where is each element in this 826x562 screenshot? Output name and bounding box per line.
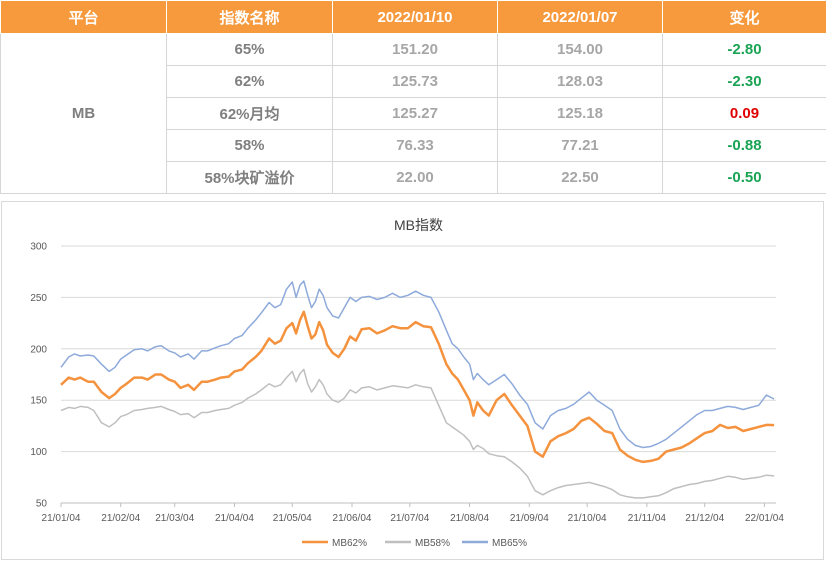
x-tick-label: 21/04/04 bbox=[215, 513, 254, 524]
change-cell: 0.09 bbox=[662, 97, 826, 130]
header-date-1: 2022/01/10 bbox=[332, 0, 498, 34]
index-name-cell: 58%块矿溢价 bbox=[166, 161, 333, 194]
chart-panel: MB指数 50 100 150 200 250 300 21/01/04 21/02/04 21/… bbox=[1, 201, 824, 560]
value-date-1-cell: 125.73 bbox=[332, 65, 498, 98]
chart-title: MB指数 bbox=[394, 217, 443, 233]
x-tick-label: 21/02/04 bbox=[101, 513, 140, 524]
table-row: 62%月均 125.27 125.18 0.09 bbox=[1, 97, 826, 130]
x-tick-label: 22/01/04 bbox=[745, 513, 784, 524]
y-tick-label: 250 bbox=[30, 293, 47, 304]
value-date-2-cell: 128.03 bbox=[497, 65, 663, 98]
value-date-1-cell: 76.33 bbox=[332, 129, 498, 162]
value-date-2-cell: 154.00 bbox=[497, 33, 663, 66]
legend-label: MB58% bbox=[415, 538, 450, 549]
price-table: 平台 指数名称 2022/01/10 2022/01/07 变化 MB 65% … bbox=[0, 0, 826, 194]
index-name-cell: 58% bbox=[166, 129, 333, 162]
index-name-cell: 65% bbox=[166, 33, 333, 66]
y-tick-label: 200 bbox=[30, 344, 47, 355]
series-line-mb65pct bbox=[60, 280, 775, 449]
header-date-2: 2022/01/07 bbox=[497, 0, 663, 34]
x-tick-label: 21/10/04 bbox=[568, 513, 607, 524]
y-tick-label: 50 bbox=[36, 499, 48, 510]
platform-cell: MB bbox=[0, 33, 167, 194]
x-tick-label: 21/08/04 bbox=[450, 513, 489, 524]
value-date-1-cell: 125.27 bbox=[332, 97, 498, 130]
table-row: 62% 125.73 128.03 -2.30 bbox=[1, 65, 826, 98]
x-tick-label: 21/09/04 bbox=[510, 513, 549, 524]
mb-index-chart: MB指数 50 100 150 200 250 300 21/01/04 21/02/04 21/… bbox=[30, 217, 784, 549]
series-line-mb58pct bbox=[60, 368, 775, 499]
table-row: MB 65% 151.20 154.00 -2.80 bbox=[0, 33, 826, 194]
x-tick-label: 21/01/04 bbox=[42, 513, 81, 524]
value-date-2-cell: 77.21 bbox=[497, 129, 663, 162]
series-line-mb62pct bbox=[60, 310, 775, 464]
value-date-1-cell: 22.00 bbox=[332, 161, 498, 194]
change-cell: -0.50 bbox=[662, 161, 826, 194]
x-tick-label: 21/07/04 bbox=[390, 513, 429, 524]
value-date-2-cell: 22.50 bbox=[497, 161, 663, 194]
header-change: 变化 bbox=[662, 0, 826, 34]
header-index-name: 指数名称 bbox=[166, 0, 333, 34]
y-tick-label: 100 bbox=[30, 447, 47, 458]
header-platform: 平台 bbox=[0, 0, 167, 34]
x-tick-label: 21/03/04 bbox=[155, 513, 194, 524]
table-row: 58% 76.33 77.21 -0.88 bbox=[1, 129, 826, 162]
x-tick-label: 21/06/04 bbox=[333, 513, 372, 524]
legend-label: MB62% bbox=[332, 538, 367, 549]
y-tick-label: 300 bbox=[30, 242, 47, 253]
table-header-row: 平台 指数名称 2022/01/10 2022/01/07 变化 bbox=[0, 0, 826, 34]
x-tick-label: 21/11/04 bbox=[628, 513, 667, 524]
value-date-1-cell: 151.20 bbox=[332, 33, 498, 66]
x-tick-label: 21/05/04 bbox=[273, 513, 312, 524]
index-name-cell: 62%月均 bbox=[166, 97, 333, 130]
x-tick-label: 21/12/04 bbox=[685, 513, 724, 524]
change-cell: -2.30 bbox=[662, 65, 826, 98]
index-name-cell: 62% bbox=[166, 65, 333, 98]
legend-label: MB65% bbox=[492, 538, 527, 549]
change-cell: -2.80 bbox=[662, 33, 826, 66]
table-row: 58%块矿溢价 22.00 22.50 -0.50 bbox=[1, 161, 826, 194]
value-date-2-cell: 125.18 bbox=[497, 97, 663, 130]
change-cell: -0.88 bbox=[662, 129, 826, 162]
y-tick-label: 150 bbox=[30, 396, 47, 407]
